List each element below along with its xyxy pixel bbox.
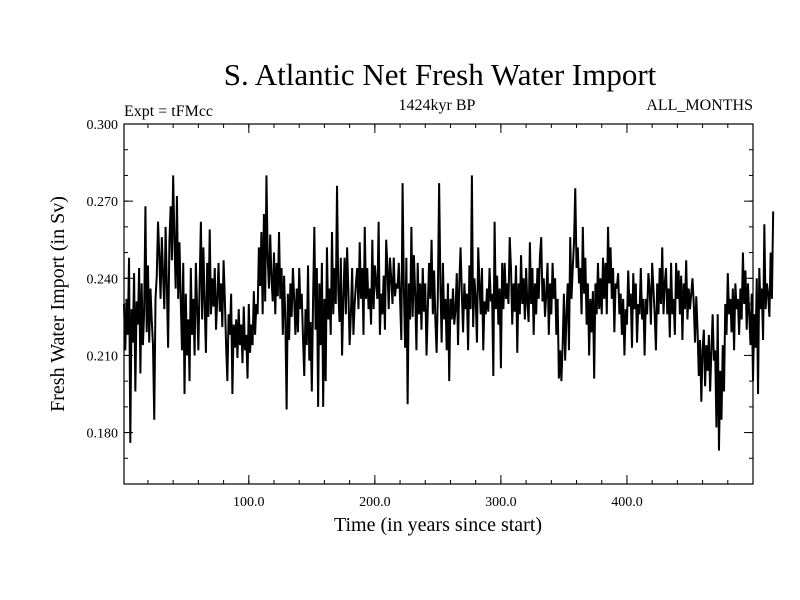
months-label: ALL_MONTHS	[646, 97, 753, 114]
y-axis-label: Fresh Water Import (in Sv)	[47, 196, 69, 412]
y-tick-label: 0.210	[87, 349, 119, 364]
y-tick-label: 0.270	[87, 195, 119, 210]
x-tick-label: 100.0	[233, 495, 265, 510]
experiment-label: Expt = tFMcc	[124, 103, 213, 120]
plot-area-frame	[123, 123, 754, 485]
y-tick-label: 0.300	[87, 118, 119, 133]
x-axis-label: Time (in years since start)	[334, 514, 542, 536]
x-tick-label: 200.0	[359, 495, 391, 510]
y-tick-label: 0.240	[87, 272, 119, 287]
x-tick-label: 300.0	[485, 495, 517, 510]
series-line	[123, 175, 775, 451]
time-period-label: 1424kyr BP	[399, 97, 476, 114]
y-tick-label: 0.180	[87, 427, 119, 442]
x-tick-label: 400.0	[611, 495, 643, 510]
chart-title: S. Atlantic Net Fresh Water Import	[224, 57, 657, 92]
